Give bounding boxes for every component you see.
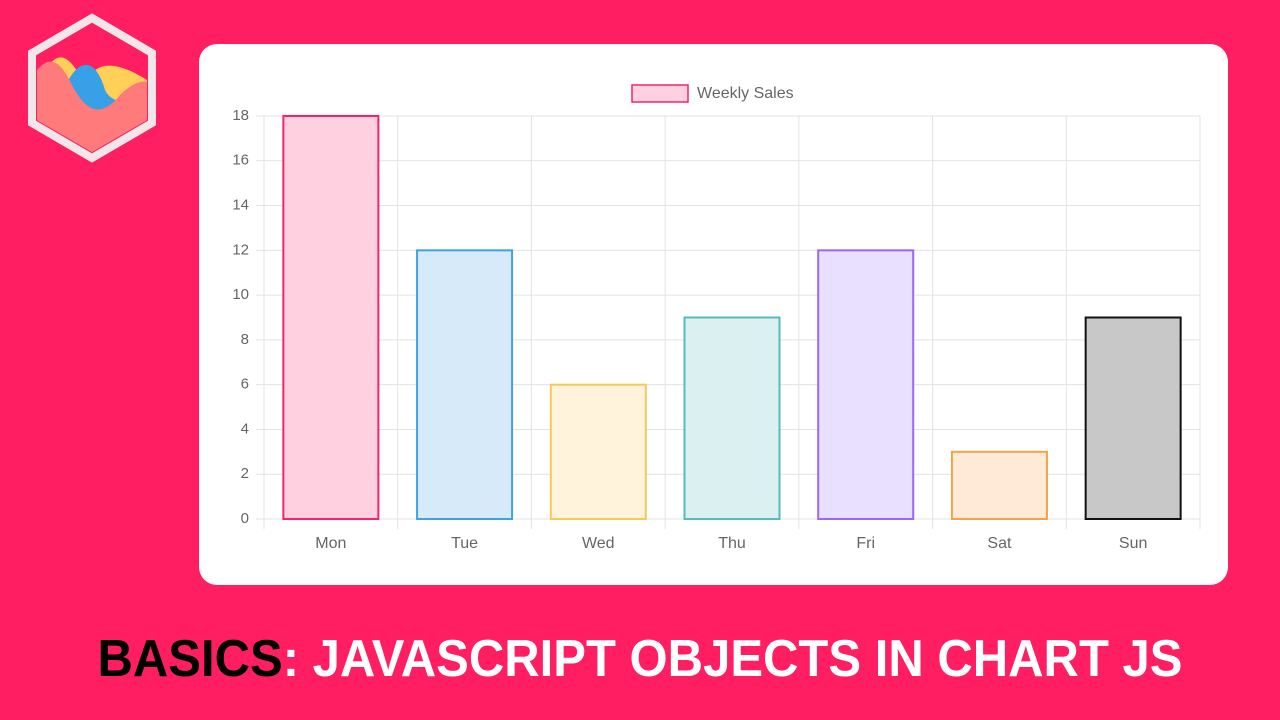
bar [950, 450, 1048, 521]
y-tick-label: 18 [232, 107, 249, 124]
x-tick-label: Fri [856, 535, 875, 552]
x-tick-label: Thu [718, 535, 746, 552]
headline-highlight: BASICS [98, 630, 283, 688]
y-tick-label: 4 [241, 420, 249, 437]
x-tick-label: Mon [315, 535, 346, 552]
bar [416, 249, 514, 520]
x-tick-label: Tue [451, 535, 478, 552]
y-tick-label: 14 [232, 197, 249, 214]
bar [282, 115, 380, 520]
y-tick-label: 6 [241, 376, 249, 393]
headline: BASICS: JAVASCRIPT OBJECTS IN CHART JS [98, 630, 1183, 688]
y-tick-label: 10 [232, 286, 249, 303]
bar [683, 316, 781, 520]
bar [549, 383, 647, 520]
x-tick-label: Sat [987, 535, 1012, 552]
legend-label: Weekly Sales [697, 85, 794, 102]
bar [1084, 316, 1182, 520]
y-tick-label: 0 [241, 510, 249, 527]
y-tick-label: 8 [241, 331, 249, 348]
bar [817, 249, 915, 520]
y-tick-label: 12 [232, 241, 249, 258]
x-tick-label: Sun [1119, 535, 1147, 552]
y-tick-label: 2 [241, 465, 249, 482]
x-tick-label: Wed [582, 535, 615, 552]
logo [28, 13, 156, 163]
y-tick-label: 16 [232, 152, 249, 169]
headline-rest: : JAVASCRIPT OBJECTS IN CHART JS [283, 630, 1183, 688]
legend-swatch [631, 84, 689, 103]
chart: Weekly Sales 0 2 4 6 8 10 12 14 16 18 Mon Tue Wed Thu… [232, 84, 1201, 552]
